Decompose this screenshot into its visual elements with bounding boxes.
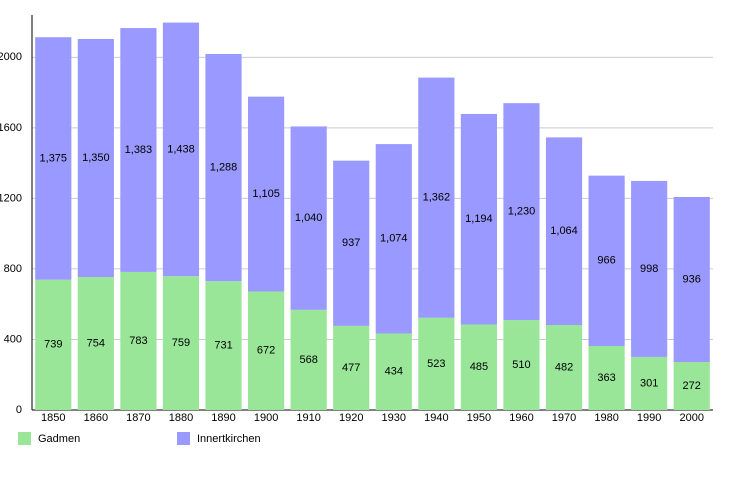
bar-segment <box>375 333 412 410</box>
data-label: 1,288 <box>210 161 238 173</box>
data-label: 1,438 <box>167 143 195 155</box>
data-label: 272 <box>683 380 701 392</box>
bar-segment <box>290 309 327 410</box>
bar-segment <box>673 362 710 410</box>
data-label: 1,383 <box>125 144 153 156</box>
bar-segment <box>205 281 242 410</box>
data-label: 1,375 <box>40 152 68 164</box>
x-tick-label: 1870 <box>126 412 150 424</box>
x-tick-label: 1900 <box>254 412 278 424</box>
x-tick-label: 1920 <box>339 412 363 424</box>
x-tick-label: 1980 <box>594 412 618 424</box>
data-label: 485 <box>470 361 488 373</box>
x-tick-label: 1930 <box>382 412 406 424</box>
data-label: 523 <box>427 358 445 370</box>
x-tick-label: 1960 <box>509 412 533 424</box>
data-label: 1,350 <box>82 152 110 164</box>
data-label: 1,040 <box>295 212 323 224</box>
bar-segment <box>460 113 497 325</box>
data-label: 434 <box>385 366 403 378</box>
x-tick-label: 1950 <box>467 412 491 424</box>
data-label: 1,074 <box>380 233 408 245</box>
bar-segment <box>545 325 583 410</box>
data-label: 966 <box>597 255 615 267</box>
bar-segment <box>290 126 327 310</box>
bar-segment <box>162 276 200 410</box>
bar-segment <box>588 345 625 410</box>
bar-segment <box>120 28 157 272</box>
data-label: 1,362 <box>423 192 451 204</box>
data-label: 731 <box>214 339 232 351</box>
x-tick-label: 1850 <box>41 412 65 424</box>
x-tick-label: 1910 <box>296 412 320 424</box>
data-label: 754 <box>87 337 105 349</box>
legend-label: Gadmen <box>38 433 80 445</box>
bar-segment <box>418 317 455 410</box>
bar-segment <box>162 22 200 277</box>
data-label: 482 <box>555 361 573 373</box>
data-label: 1,230 <box>508 206 536 218</box>
bar-segment <box>248 291 285 410</box>
bar-segment <box>588 175 625 346</box>
y-tick-label: 0 <box>16 404 22 416</box>
data-label: 1,064 <box>550 225 578 237</box>
data-label: 363 <box>597 372 615 384</box>
x-tick-label: 1990 <box>637 412 661 424</box>
bar-segment <box>631 180 668 357</box>
bar-segment <box>503 103 540 321</box>
data-label: 672 <box>257 345 275 357</box>
y-tick-label: 1200 <box>0 192 22 204</box>
x-tick-label: 1890 <box>211 412 235 424</box>
data-label: 1,105 <box>252 188 280 200</box>
bar-segment <box>375 144 412 334</box>
data-label: 936 <box>683 273 701 285</box>
bar-segment <box>545 137 583 326</box>
bar-segment <box>503 320 540 410</box>
bar-segment <box>631 356 668 410</box>
bar-segment <box>77 38 114 278</box>
data-label: 759 <box>172 337 190 349</box>
bar-segment <box>120 271 157 410</box>
data-label: 998 <box>640 263 658 275</box>
bar-segment <box>418 77 455 318</box>
data-label: 568 <box>299 354 317 366</box>
bar-segment <box>673 196 710 363</box>
bar-segment <box>333 160 370 326</box>
y-tick-label: 400 <box>4 333 22 345</box>
y-tick-label: 800 <box>4 263 22 275</box>
data-label: 1,194 <box>465 213 493 225</box>
data-label: 301 <box>640 377 658 389</box>
y-tick-label: 1600 <box>0 122 22 134</box>
y-tick-label: 2000 <box>0 51 22 63</box>
bar-segment <box>205 53 242 282</box>
data-label: 937 <box>342 237 360 249</box>
data-label: 477 <box>342 362 360 374</box>
bar-segment <box>35 279 72 410</box>
data-label: 783 <box>129 335 147 347</box>
x-tick-label: 1860 <box>84 412 108 424</box>
x-tick-label: 1940 <box>424 412 448 424</box>
legend-label: Innertkirchen <box>197 433 261 445</box>
data-label: 510 <box>512 359 530 371</box>
bar-segment <box>460 324 497 410</box>
legend-swatch <box>18 432 31 445</box>
bar-segment <box>35 37 72 280</box>
bar-segment <box>333 325 370 410</box>
bar-segment <box>248 96 285 292</box>
x-tick-label: 1880 <box>169 412 193 424</box>
x-tick-label: 2000 <box>679 412 703 424</box>
bar-segment <box>77 277 114 410</box>
data-label: 739 <box>44 339 62 351</box>
x-tick-label: 1970 <box>552 412 576 424</box>
legend-swatch <box>177 432 190 445</box>
